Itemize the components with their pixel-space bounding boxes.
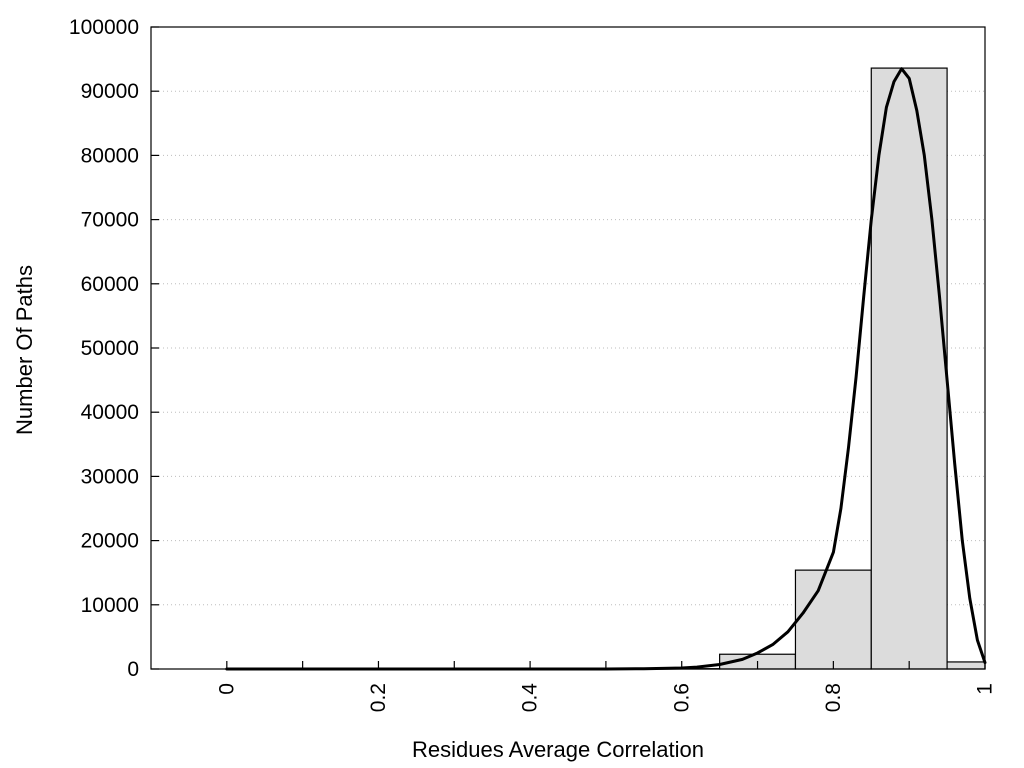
x-tick-label: 0.2 — [367, 683, 390, 712]
histogram-bar — [870, 67, 948, 670]
y-tick-label: 40000 — [81, 401, 139, 424]
y-tick-label: 100000 — [69, 16, 139, 39]
y-tick-label: 0 — [127, 658, 139, 681]
y-tick-label: 90000 — [81, 80, 139, 103]
y-tick-label: 80000 — [81, 144, 139, 167]
x-axis-title: Residues Average Correlation — [412, 737, 704, 762]
y-tick-label: 10000 — [81, 594, 139, 617]
y-axis-ticks: 0 10000 20000 30000 40000 50000 60000 70000 8000… — [69, 16, 159, 681]
gridlines — [151, 90, 985, 606]
histogram-bar — [946, 661, 986, 670]
x-tick-label: 0.4 — [519, 683, 542, 713]
x-tick-label: 0 — [215, 683, 238, 695]
x-tick-label: 0.6 — [670, 683, 693, 712]
histogram-bar — [794, 569, 872, 670]
x-tick-label: 0.8 — [822, 683, 845, 712]
y-axis-title: Number Of Paths — [12, 265, 37, 435]
y-tick-label: 30000 — [81, 465, 139, 488]
y-tick-label: 70000 — [81, 209, 139, 232]
histogram-bars — [643, 67, 986, 670]
y-tick-label: 60000 — [81, 273, 139, 296]
x-tick-label: 1 — [974, 683, 997, 695]
y-tick-label: 20000 — [81, 530, 139, 553]
y-tick-label: 50000 — [81, 337, 139, 360]
x-axis-ticks: 0 0.2 0.4 0.6 0.8 1 — [215, 661, 997, 713]
